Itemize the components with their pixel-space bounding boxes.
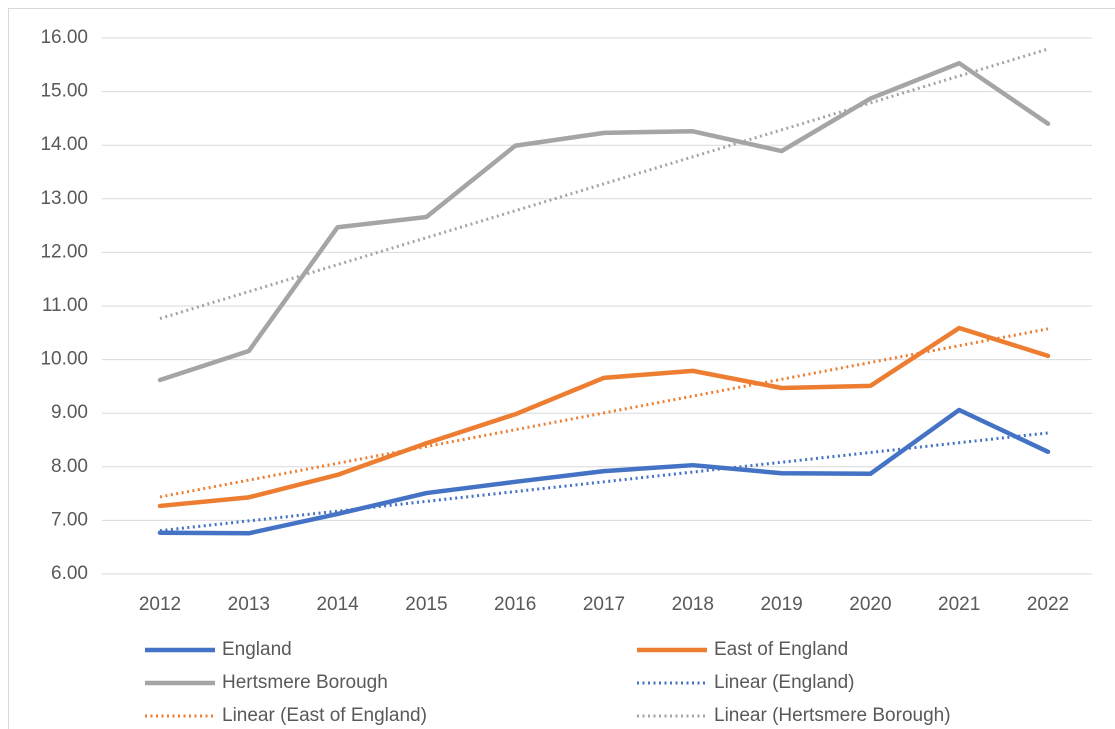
y-tick-label: 16.00 — [40, 27, 88, 48]
legend-label: Linear (Hertsmere Borough) — [714, 705, 951, 726]
y-tick-label: 8.00 — [51, 456, 88, 477]
x-tick-label: 2020 — [849, 594, 891, 615]
x-tick-label: 2016 — [494, 594, 536, 615]
y-tick-label: 15.00 — [40, 81, 88, 102]
x-tick-label: 2015 — [405, 594, 447, 615]
legend-label: Hertsmere Borough — [222, 672, 388, 693]
y-tick-label: 14.00 — [40, 134, 88, 155]
trendline — [159, 327, 1049, 499]
x-tick-label: 2019 — [760, 594, 802, 615]
y-tick-label: 7.00 — [51, 509, 88, 530]
legend-label: Linear (East of England) — [222, 705, 427, 726]
y-tick-label: 9.00 — [51, 402, 88, 423]
series-line — [157, 60, 1051, 383]
legend-label: Linear (England) — [714, 672, 854, 693]
series-line — [157, 407, 1051, 536]
trendline — [159, 47, 1049, 320]
x-tick-label: 2022 — [1027, 594, 1069, 615]
x-tick-label: 2021 — [938, 594, 980, 615]
legend-label: England — [222, 639, 292, 660]
y-tick-label: 11.00 — [42, 295, 88, 316]
x-tick-label: 2013 — [228, 594, 270, 615]
x-tick-label: 2014 — [316, 594, 359, 615]
x-tick-label: 2012 — [139, 594, 181, 615]
trendline — [159, 431, 1049, 533]
x-tick-label: 2018 — [672, 594, 714, 615]
series-line — [157, 325, 1051, 509]
y-tick-label: 13.00 — [40, 188, 88, 209]
y-tick-label: 6.00 — [51, 563, 88, 584]
y-tick-label: 10.00 — [40, 349, 88, 370]
legend-label: East of England — [714, 639, 848, 660]
y-tick-label: 12.00 — [40, 241, 88, 262]
chart-border — [8, 8, 1115, 729]
x-tick-label: 2017 — [583, 594, 625, 615]
